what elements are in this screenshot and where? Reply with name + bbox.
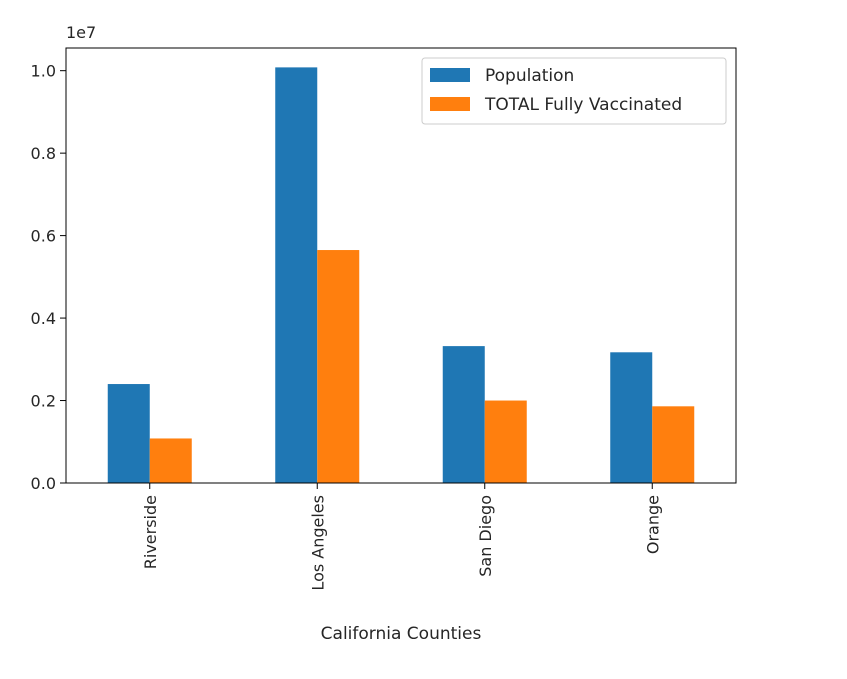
y-axis: 0.0 0.2 0.4 0.6 0.8 1.0 [31,62,66,493]
x-tick-label: Riverside [141,495,160,569]
y-tick-label: 0.0 [31,474,56,493]
y-offset-label: 1e7 [66,23,96,42]
y-tick-label: 0.4 [31,309,56,328]
y-tick-label: 0.2 [31,392,56,411]
bar-population-san-diego [442,346,485,483]
y-tick-label: 0.8 [31,144,56,163]
bars-group [107,67,695,483]
legend-box [421,57,727,125]
bar-total-fully-vaccinated-riverside [149,438,192,483]
bar-total-fully-vaccinated-los-angeles [317,250,360,483]
bar-total-fully-vaccinated-orange [652,406,695,483]
x-tick-label: Los Angeles [308,495,327,591]
x-axis: Riverside Los Angeles San Diego Orange [141,483,662,591]
x-tick-label: San Diego [476,495,495,577]
y-tick-label: 1.0 [31,62,56,81]
plot-frame [65,47,737,484]
bar-population-los-angeles [275,67,318,483]
legend-label: Population [485,66,574,86]
legend: Population TOTAL Fully Vaccinated [421,57,727,125]
legend-swatch [430,68,470,82]
bar-population-orange [610,352,653,483]
y-tick-label: 0.6 [31,227,56,246]
legend-label: TOTAL Fully Vaccinated [484,95,682,115]
legend-swatch [430,97,470,111]
x-tick-label: Orange [643,495,662,554]
bar-population-riverside [107,384,150,483]
x-axis-label: California Counties [321,624,482,644]
bar-total-fully-vaccinated-san-diego [484,400,527,483]
